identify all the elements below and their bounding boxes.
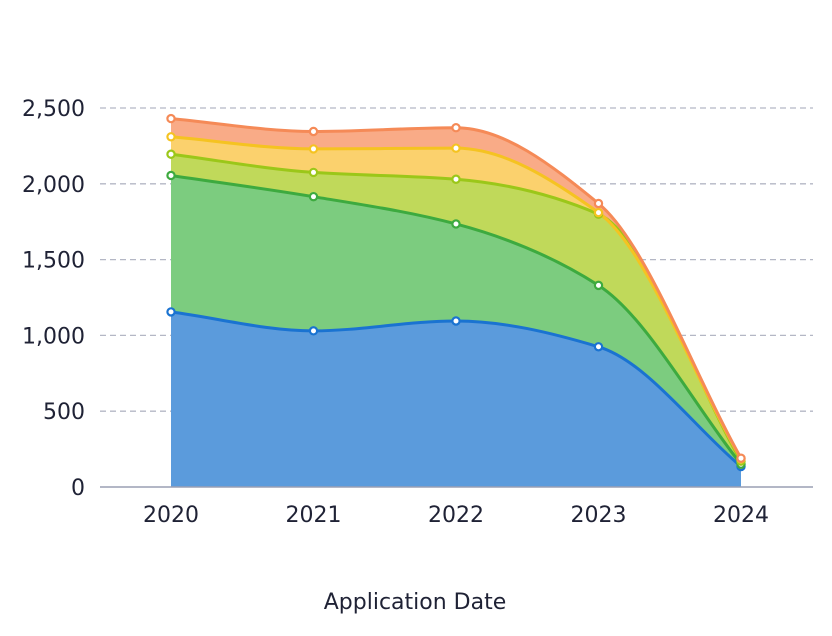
data-point[interactable] [452,317,459,324]
data-point[interactable] [310,145,317,152]
data-point[interactable] [595,209,602,216]
chart: 0 500 1,000 1,500 2,000 2,500 2020 2021 2022 2023… [0,0,832,636]
areas [171,119,741,487]
y-tick-label: 1,500 [22,249,85,274]
x-tick-label: 2023 [571,503,627,528]
x-axis-title: Application Date [324,590,507,615]
y-tick-label: 2,500 [22,97,85,122]
data-point[interactable] [310,193,317,200]
data-point[interactable] [167,172,174,179]
data-point[interactable] [167,133,174,140]
data-point[interactable] [595,200,602,207]
data-point[interactable] [452,176,459,183]
data-point[interactable] [167,151,174,158]
data-point[interactable] [310,169,317,176]
data-point[interactable] [452,124,459,131]
data-point[interactable] [167,308,174,315]
data-point[interactable] [310,128,317,135]
data-point[interactable] [452,145,459,152]
x-tick-label: 2021 [286,503,342,528]
y-tick-label: 1,000 [22,324,85,349]
y-tick-label: 2,000 [22,173,85,198]
data-point[interactable] [595,282,602,289]
data-point[interactable] [167,115,174,122]
data-point[interactable] [595,343,602,350]
y-tick-label: 0 [71,476,85,501]
data-point[interactable] [737,455,744,462]
x-tick-label: 2024 [713,503,769,528]
y-tick-label: 500 [43,400,85,425]
x-tick-label: 2022 [428,503,484,528]
data-point[interactable] [452,220,459,227]
data-point[interactable] [310,327,317,334]
stacked-area-chart: 0 500 1,000 1,500 2,000 2,500 2020 2021 2022 2023… [0,0,832,636]
x-tick-label: 2020 [143,503,199,528]
